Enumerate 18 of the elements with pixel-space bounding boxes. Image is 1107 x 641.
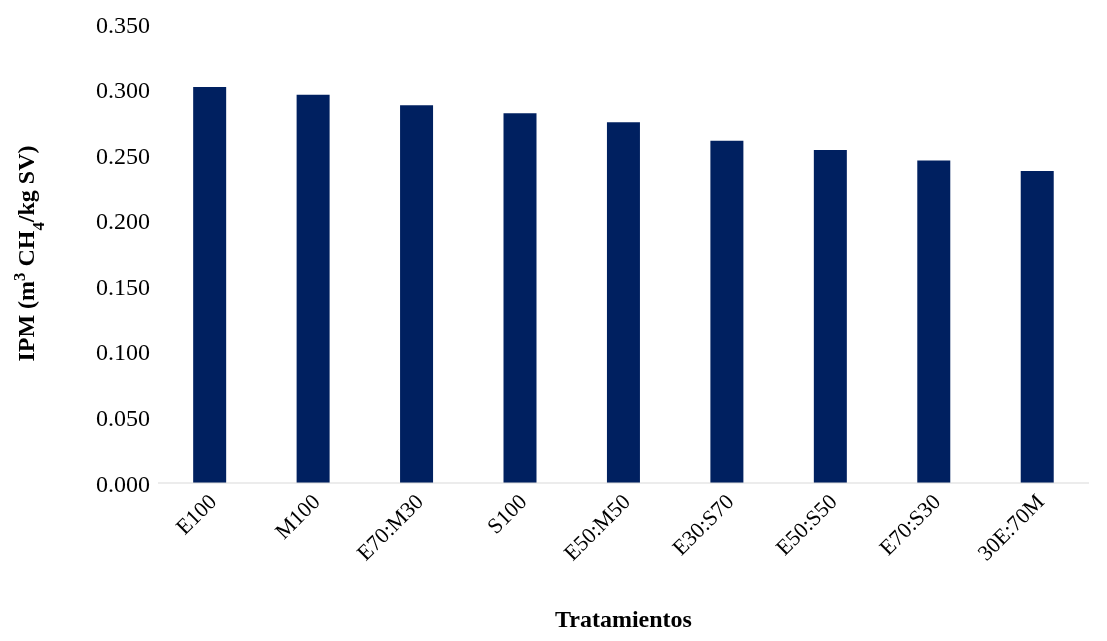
- y-tick-label: 0.350: [96, 11, 150, 38]
- y-tick-label: 0.250: [96, 142, 150, 169]
- y-tick-label: 0.100: [96, 339, 150, 366]
- bar: [503, 113, 537, 483]
- bar: [400, 105, 434, 483]
- y-tick-label: 0.050: [96, 404, 150, 431]
- bar: [193, 86, 227, 483]
- y-tick-label: 0.300: [96, 77, 150, 104]
- bar: [917, 160, 951, 483]
- bar: [813, 149, 847, 483]
- y-tick-label: 0.150: [96, 273, 150, 300]
- bar: [296, 94, 330, 483]
- bar: [710, 140, 744, 483]
- bar: [606, 122, 640, 483]
- x-axis-title: Tratamientos: [555, 606, 692, 632]
- y-tick-label: 0.000: [96, 470, 150, 497]
- y-tick-label: 0.200: [96, 208, 150, 235]
- bar: [1020, 170, 1054, 483]
